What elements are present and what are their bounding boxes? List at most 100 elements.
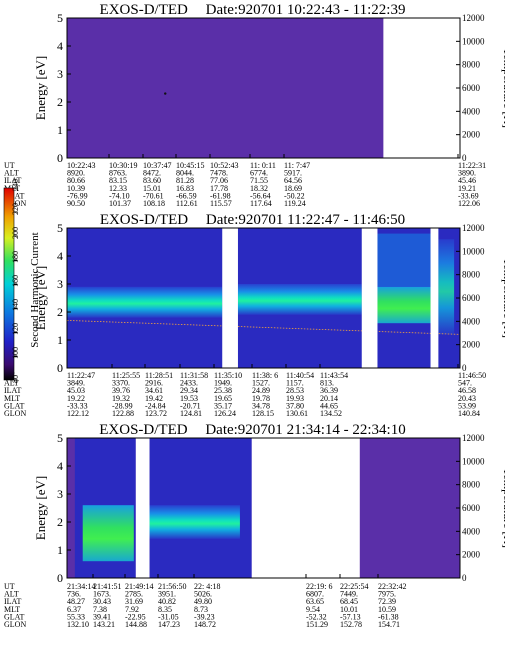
y2-tick-label: 12000 — [462, 13, 485, 23]
ephemeris-row-label: GLAT — [4, 401, 25, 410]
ephemeris-value: 34.78 — [252, 401, 270, 410]
ephemeris-value: 24.89 — [252, 386, 270, 395]
panel3: 0 1 2 3 4 5 Energy [eV] 0 2000 4000 6000 8000 10000 1… — [4, 431, 505, 629]
colorbar-tick-label: 120 — [11, 323, 20, 335]
ephemeris-value: 17.78 — [210, 184, 228, 193]
ephemeris-value: 3951. — [158, 590, 176, 599]
y2-tick-label: 0 — [462, 153, 467, 163]
y2-tick-label: 10000 — [462, 246, 485, 256]
ephemeris-value: 11:38: 6 — [252, 371, 278, 380]
ephemeris-row-label: ILAT — [4, 176, 21, 185]
y2-tick-label: 8000 — [462, 480, 481, 490]
ephemeris-value: 12.33 — [109, 184, 127, 193]
ephemeris-value: 119.24 — [284, 199, 306, 208]
y2-tick-label: 4000 — [462, 526, 481, 536]
ephemeris-value: -57.13 — [340, 612, 361, 621]
ephemeris-value: 35.17 — [214, 401, 232, 410]
ephemeris-value: 19.78 — [252, 394, 270, 403]
ephemeris-value: 15.01 — [143, 184, 161, 193]
y-tick-label: 3 — [57, 67, 63, 81]
colorbar-tick-label: 180 — [11, 251, 20, 263]
y-axis-label: Energy [eV] — [33, 476, 48, 540]
ephemeris-row-label: MLT — [4, 605, 20, 614]
ephemeris-value: 2916. — [145, 379, 163, 388]
ephemeris-row-label: GLON — [4, 199, 26, 208]
ephemeris-value: 63.65 — [306, 597, 324, 606]
y-tick-label: 2 — [57, 95, 63, 109]
ephemeris-value: 40.82 — [158, 597, 176, 606]
y-tick-label: 4 — [57, 39, 63, 53]
ephemeris-value: 122.12 — [67, 409, 89, 418]
ephemeris-value: -61.38 — [378, 612, 399, 621]
ephemeris-value: 90.50 — [67, 199, 85, 208]
ephemeris-value: -74.10 — [109, 191, 130, 200]
panel1: 0 1 2 3 4 5 Energy [eV] 0 2000 4000 6000 8000 10000 1… — [4, 11, 505, 208]
y2-tick-label: 8000 — [462, 270, 481, 280]
data-gap — [135, 438, 150, 578]
ephemeris-value: 2433. — [180, 379, 198, 388]
y2-tick-label: 12000 — [462, 433, 485, 443]
ephemeris-value: -39.23 — [194, 612, 215, 621]
ephemeris-value: 25.38 — [214, 386, 232, 395]
y-tick-label: 1 — [57, 123, 63, 137]
ephemeris-value: 140.84 — [458, 409, 480, 418]
ephemeris-value: 39.41 — [93, 612, 111, 621]
ephemeris-value: 10:30:19 — [109, 161, 137, 170]
y2-tick-label: 4000 — [462, 106, 481, 116]
y2-tick-label: 6000 — [462, 293, 481, 303]
ephemeris-value: 19.53 — [180, 394, 198, 403]
ephemeris-value: 19.21 — [458, 184, 476, 193]
ephemeris-value: 21:56:50 — [158, 582, 186, 591]
ephemeris-value: 83.60 — [143, 176, 161, 185]
ephemeris-value: 1527. — [252, 379, 270, 388]
ephemeris-value: 72.39 — [378, 597, 396, 606]
ephemeris-value: 49.80 — [194, 597, 212, 606]
y-tick-label: 0 — [57, 361, 63, 375]
ephemeris-value: 37.80 — [286, 401, 304, 410]
ephemeris-value: 20.14 — [320, 394, 338, 403]
ephemeris-value: -70.61 — [143, 191, 164, 200]
ephemeris-value: 736. — [67, 590, 81, 599]
panel1-title: EXOS-D/TED Date:920701 10:22:43 - 11:22:… — [0, 2, 505, 19]
y2-tick-label: 12000 — [462, 223, 485, 233]
ephemeris-value: 547. — [458, 379, 472, 388]
energy-band — [377, 286, 431, 324]
ephemeris-row-label: ALT — [4, 590, 19, 599]
ephemeris-value: 71.55 — [250, 176, 268, 185]
y-tick-label: 3 — [57, 277, 63, 291]
panel3-date: Date:920701 — [205, 422, 283, 438]
ephemeris-value: 11:28:51 — [145, 371, 173, 380]
ephemeris-value: 11:31:58 — [180, 371, 208, 380]
ephemeris-value: 5026. — [194, 590, 212, 599]
ephemeris-row-label: GLON — [4, 620, 26, 629]
y2-tick-label: 6000 — [462, 83, 481, 93]
ephemeris-value: 83.15 — [109, 176, 127, 185]
ephemeris-value: 16.83 — [176, 184, 194, 193]
ephemeris-value: 152.78 — [340, 620, 362, 629]
ephemeris-value: 19.32 — [112, 394, 130, 403]
ephemeris-value: 124.81 — [180, 409, 202, 418]
panel3-title: EXOS-D/TED Date:920701 21:34:14 - 22:34:… — [0, 422, 505, 439]
ephemeris-value: 64.56 — [284, 176, 302, 185]
ephemeris-value: 112.61 — [176, 199, 198, 208]
ephemeris-value: 126.24 — [214, 409, 236, 418]
ephemeris-value: -66.59 — [176, 191, 197, 200]
panel3-time-range: 21:34:14 - 22:34:10 — [286, 422, 406, 438]
ephemeris-value: 10:22:43 — [67, 161, 95, 170]
ephemeris-value: 8763. — [109, 169, 127, 178]
ephemeris-value: 2785. — [125, 590, 143, 599]
temperature-trace — [66, 320, 461, 335]
ephemeris-value: -56.64 — [250, 191, 271, 200]
ephemeris-value: 6.37 — [67, 605, 81, 614]
ephemeris-value: 10:45:15 — [176, 161, 204, 170]
ephemeris-value: 11:46:50 — [458, 371, 486, 380]
y-tick-label: 2 — [57, 515, 63, 529]
ephemeris-value: 10:37:47 — [143, 161, 171, 170]
ephemeris-value: 31.69 — [125, 597, 143, 606]
y2-tick-label: 2000 — [462, 340, 481, 350]
ephemeris-value: 39.76 — [112, 386, 130, 395]
ephemeris-value: 9.54 — [306, 605, 320, 614]
colorbar-tick-label: 80 — [11, 375, 20, 383]
y-axis-label: Energy [eV] — [33, 56, 48, 120]
y-tick-label: 4 — [57, 459, 63, 473]
